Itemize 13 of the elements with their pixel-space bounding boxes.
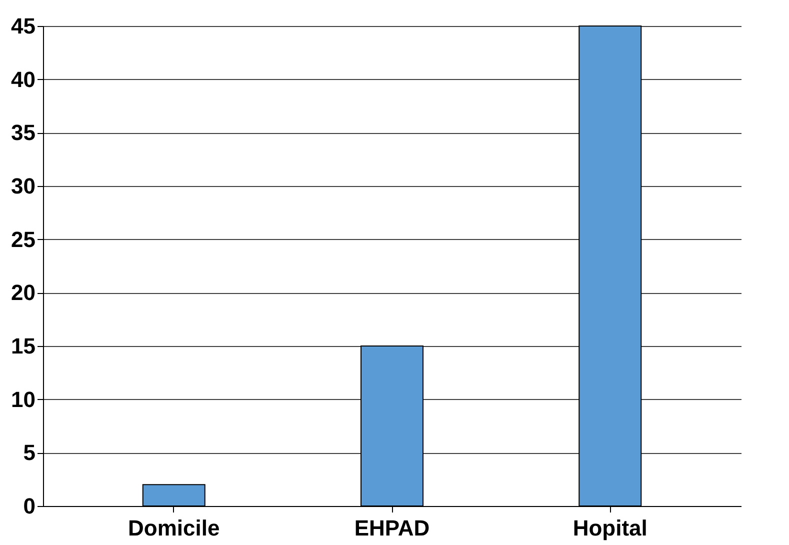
y-tick-label: 15 xyxy=(11,334,36,358)
x-tick-label: Domicile xyxy=(128,516,220,540)
y-tick-label: 30 xyxy=(11,174,36,198)
y-tick-label: 10 xyxy=(11,386,36,412)
y-tick-label: 25 xyxy=(11,226,36,252)
y-tick-label: 35 xyxy=(11,120,36,146)
y-tick-label: 45 xyxy=(11,14,36,38)
y-tick-label: 40 xyxy=(11,66,36,92)
x-tick-label: EHPAD xyxy=(354,516,430,540)
y-tick-label: 20 xyxy=(11,280,36,306)
x-tick-label: Hopital xyxy=(572,516,648,540)
y-tick-label: 0 xyxy=(23,494,36,518)
y-tick-label: 5 xyxy=(23,440,36,466)
